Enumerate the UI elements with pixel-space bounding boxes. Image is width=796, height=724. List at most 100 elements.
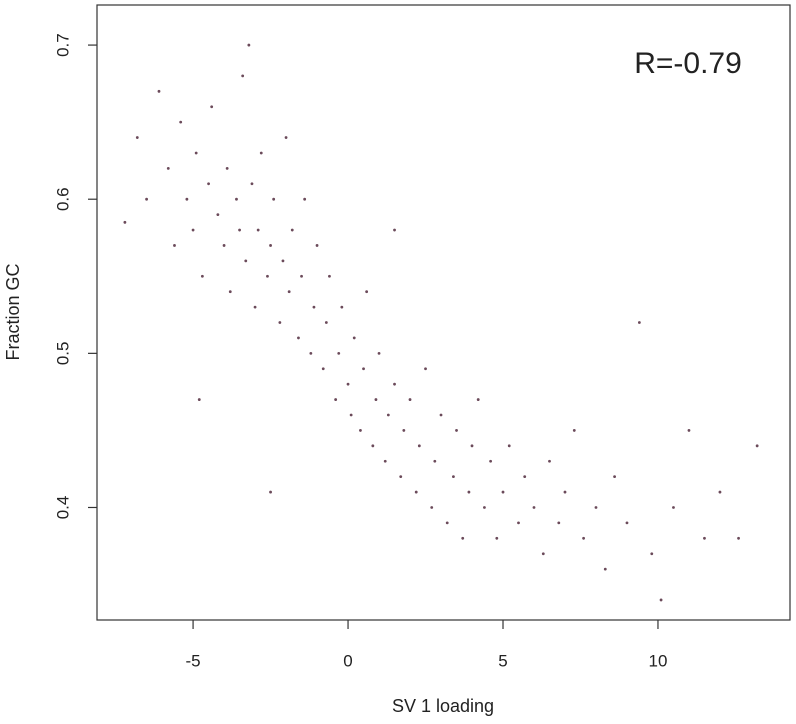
point <box>517 521 520 525</box>
point <box>179 120 183 124</box>
x-axis-label: SV 1 loading <box>392 696 494 716</box>
point <box>281 259 285 263</box>
y-axis-label: Fraction GC <box>3 263 23 360</box>
point <box>328 274 331 278</box>
point <box>253 305 257 309</box>
point <box>755 444 759 448</box>
point <box>312 305 316 309</box>
x-tick-label: 10 <box>649 651 668 670</box>
point <box>228 290 232 294</box>
point <box>197 398 201 401</box>
point <box>349 413 353 417</box>
point <box>340 305 344 309</box>
point <box>238 228 241 232</box>
point <box>424 367 427 371</box>
point <box>386 413 390 417</box>
x-tick-label: -5 <box>186 651 201 670</box>
point <box>362 367 365 371</box>
point <box>173 244 176 247</box>
plot-frame <box>96 4 791 621</box>
point <box>135 136 139 139</box>
point <box>430 506 434 509</box>
point <box>210 105 214 109</box>
point <box>659 598 663 602</box>
point <box>383 459 387 463</box>
point <box>408 398 412 401</box>
point <box>123 220 127 224</box>
point <box>718 490 722 494</box>
point <box>259 151 263 155</box>
point <box>687 429 691 432</box>
point <box>272 197 276 201</box>
point <box>393 382 396 386</box>
point <box>266 274 269 278</box>
point <box>269 490 272 494</box>
point <box>321 367 325 371</box>
point <box>613 475 616 479</box>
point <box>557 521 561 525</box>
point <box>483 506 486 509</box>
point <box>309 351 313 355</box>
point <box>337 351 341 355</box>
point <box>241 74 245 78</box>
point <box>145 197 148 201</box>
point <box>334 398 338 401</box>
point <box>377 351 381 355</box>
point <box>222 244 226 247</box>
point <box>365 290 369 294</box>
annotation: R=-0.79 <box>634 47 742 80</box>
point <box>346 382 350 386</box>
point <box>374 398 378 401</box>
point <box>324 321 328 324</box>
point <box>284 136 288 139</box>
x-tick-label: 0 <box>343 651 352 670</box>
point <box>650 552 654 556</box>
point <box>225 166 229 170</box>
point <box>359 429 362 432</box>
point <box>269 244 272 247</box>
point <box>247 43 251 47</box>
point <box>594 506 598 509</box>
point <box>352 336 356 340</box>
point <box>315 244 319 247</box>
point <box>737 536 740 540</box>
point <box>582 536 585 540</box>
point <box>439 413 443 417</box>
point <box>399 475 403 479</box>
point <box>672 506 675 509</box>
point <box>476 398 480 401</box>
point <box>433 459 437 463</box>
point <box>461 536 465 540</box>
point <box>157 89 161 93</box>
point <box>414 490 418 494</box>
point <box>216 213 220 217</box>
point <box>207 182 210 186</box>
point <box>563 490 567 494</box>
point <box>393 228 396 232</box>
point <box>625 521 629 525</box>
point <box>402 429 406 432</box>
point <box>455 429 458 432</box>
point <box>637 321 641 324</box>
point <box>300 274 303 278</box>
point <box>445 521 449 525</box>
point <box>287 290 291 294</box>
point <box>495 536 499 540</box>
point <box>467 490 471 494</box>
point <box>489 459 493 463</box>
x-tick-label: 5 <box>498 651 507 670</box>
point <box>244 259 248 263</box>
point <box>256 228 260 232</box>
point <box>235 197 238 201</box>
point <box>507 444 511 448</box>
y-tick-label: 0.4 <box>53 496 72 520</box>
point <box>548 459 551 463</box>
y-tick-label: 0.7 <box>53 33 72 57</box>
point <box>290 228 294 232</box>
point <box>523 475 527 479</box>
point <box>191 228 195 232</box>
point <box>541 552 545 556</box>
point <box>572 429 576 432</box>
